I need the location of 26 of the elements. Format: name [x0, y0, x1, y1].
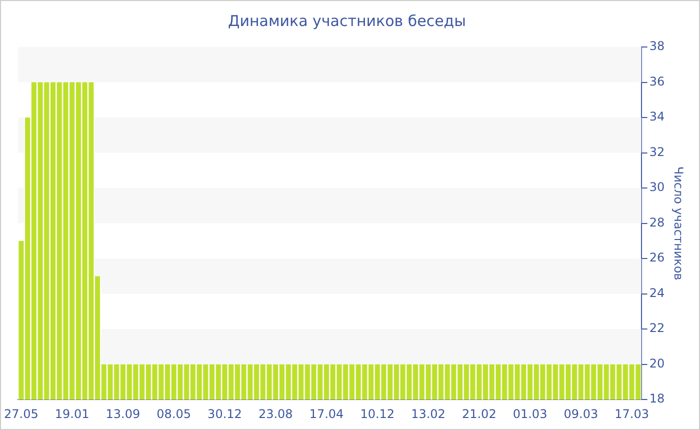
- y-tick-label: 22: [649, 321, 665, 336]
- y-tick-label: 20: [649, 356, 665, 370]
- y-tick-label: 28: [649, 215, 665, 230]
- y-axis-title: Число участников: [672, 166, 686, 280]
- x-tick-label: 01.03: [512, 406, 548, 421]
- chart-title: Динамика участников беседы: [228, 12, 466, 30]
- y-tick-label: 18: [649, 392, 665, 406]
- x-tick-label: 19.01: [54, 406, 90, 421]
- y-tick-label: 24: [649, 286, 665, 300]
- x-tick-label: 23.08: [258, 406, 293, 421]
- x-tick-label: 21.02: [462, 406, 496, 421]
- x-tick-label: 13.02: [411, 406, 446, 421]
- y-tick-label: 38: [649, 39, 665, 54]
- y-tick-label: 26: [649, 250, 665, 265]
- x-tick-label: 10.12: [360, 406, 395, 421]
- x-tick-label: 17.03: [614, 406, 649, 421]
- x-tick-label: 13.09: [106, 406, 140, 421]
- x-tick-label: 27.05: [4, 406, 38, 421]
- y-tick-label: 30: [649, 180, 665, 194]
- y-tick-label: 34: [649, 110, 665, 124]
- x-tick-label: 17.04: [309, 406, 344, 421]
- x-tick-label: 30.12: [208, 406, 242, 421]
- y-tick-label: 36: [649, 74, 665, 88]
- y-tick-label: 32: [649, 144, 665, 159]
- x-tick-label: 09.03: [564, 406, 598, 421]
- x-tick-label: 08.05: [156, 406, 192, 421]
